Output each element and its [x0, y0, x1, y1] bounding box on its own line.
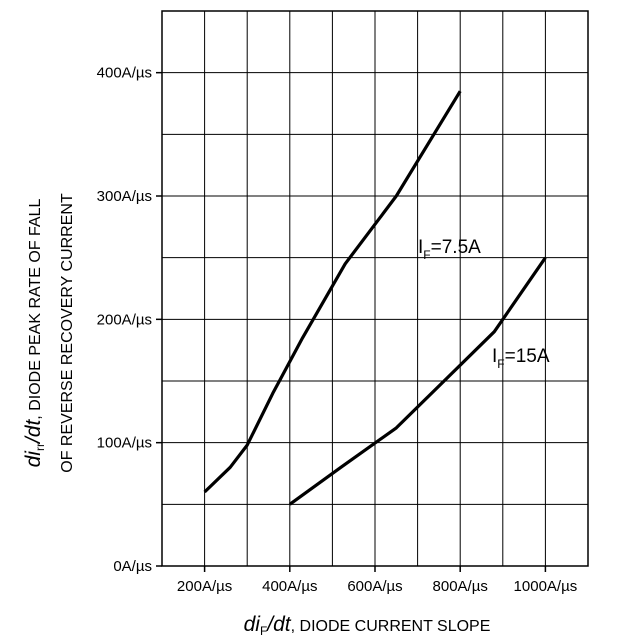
x-tick-label: 400A/µs [262, 578, 317, 595]
series-line-if-7-5a [203, 90, 462, 494]
x-axis-title: diF/dt, DIODE CURRENT SLOPE [244, 613, 491, 638]
x-tick-label: 600A/µs [347, 578, 402, 595]
series-lines [203, 90, 547, 506]
series-label-if-15a: IF=15A [492, 346, 550, 371]
y-tick-label: 100A/µs [97, 435, 152, 452]
y-tick-label: 400A/µs [97, 65, 152, 82]
y-tick-label: 200A/µs [97, 311, 152, 328]
y-axis-title: dirr/dt, DIODE PEAK RATE OF FALL [22, 198, 47, 467]
series-line-if-15a [288, 256, 547, 506]
x-tick-label: 800A/µs [433, 578, 488, 595]
x-tick-label: 200A/µs [177, 578, 232, 595]
y-tick-label: 0A/µs [113, 558, 152, 575]
x-tick-label: 1000A/µs [514, 578, 578, 595]
series-label-if-7-5a: IF=7.5A [418, 237, 481, 262]
tick-labels: 0A/µs 100A/µs 200A/µs 300A/µs 400A/µs 200A/µs… [97, 65, 578, 595]
y-tick-label: 300A/µs [97, 188, 152, 205]
grid [156, 10, 589, 572]
y-axis-title-line-2: OF REVERSE RECOVERY CURRENT [59, 193, 76, 473]
